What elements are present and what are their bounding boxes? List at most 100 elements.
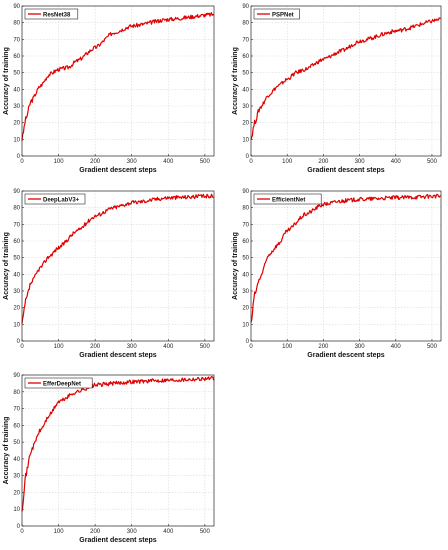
y-tick-label: 40 [13, 272, 20, 278]
chart-panel-3: 0 100 200 300 400 500 0 10 20 30 40 50 60 70 80 90 Gradi… [3, 189, 215, 359]
x-tick-label: 500 [427, 344, 438, 350]
legend-box [253, 8, 300, 20]
y-tick-label: 30 [13, 474, 20, 480]
x-tick-label: 500 [200, 344, 211, 350]
y-tick-label: 30 [13, 289, 20, 295]
x-tick-label: 200 [318, 159, 329, 165]
y-tick-label: 0 [17, 524, 21, 530]
chart-panel-4: 0 100 200 300 400 500 0 10 20 30 40 50 60 70 80 90 Gradi… [232, 189, 442, 359]
x-tick-label: 100 [54, 344, 65, 350]
x-tick-label: 100 [282, 159, 293, 165]
y-tick-label: 10 [13, 137, 20, 143]
axes-box [21, 5, 215, 157]
x-tick-label: 400 [163, 529, 174, 535]
y-tick-label: 80 [13, 206, 20, 212]
series-line [21, 12, 215, 141]
x-tick-label: 300 [127, 159, 138, 165]
y-tick-label: 10 [242, 322, 249, 328]
plot-area [22, 6, 214, 156]
x-axis-label: Gradient descent steps [307, 352, 385, 359]
y-tick-label: 60 [242, 239, 249, 245]
x-tick-label: 0 [20, 529, 24, 535]
x-axis-label: Gradient descent steps [79, 537, 157, 544]
x-tick-label: 300 [127, 344, 138, 350]
y-tick-label: 40 [13, 87, 20, 93]
x-tick-label: 0 [249, 344, 253, 350]
y-tick-label: 40 [242, 87, 249, 93]
x-tick-label: 100 [54, 529, 65, 535]
y-tick-label: 70 [242, 37, 249, 43]
y-tick-label: 20 [242, 121, 249, 127]
x-tick-label: 0 [20, 159, 24, 165]
y-tick-label: 20 [242, 306, 249, 312]
series-line [21, 193, 214, 324]
y-tick-label: 90 [242, 4, 249, 10]
y-tick-label: 0 [17, 154, 21, 160]
y-tick-label: 60 [242, 54, 249, 60]
x-tick-label: 400 [163, 159, 174, 165]
y-tick-label: 50 [13, 256, 20, 262]
x-axis-label: Gradient descent steps [307, 167, 385, 174]
y-tick-label: 50 [242, 256, 249, 262]
x-tick-label: 400 [391, 159, 402, 165]
y-tick-label: 90 [13, 189, 20, 195]
axes-box [250, 5, 442, 157]
chart-panel-1: 0 100 200 300 400 500 0 10 20 30 40 50 60 70 80 90 Gradi… [3, 4, 215, 174]
y-tick-label: 90 [242, 189, 249, 195]
x-tick-label: 100 [282, 344, 293, 350]
x-tick-label: 500 [200, 529, 211, 535]
y-tick-label: 80 [13, 390, 20, 396]
legend-box [24, 8, 79, 20]
legend-label: EfficientNet [272, 197, 305, 203]
y-tick-label: 10 [13, 507, 20, 513]
axes-box [21, 374, 215, 527]
chart-panel-2: 0 100 200 300 400 500 0 10 20 30 40 50 60 70 80 90 Gradi… [232, 4, 442, 174]
x-tick-label: 400 [163, 344, 174, 350]
x-tick-label: 500 [200, 159, 211, 165]
x-tick-label: 400 [391, 344, 402, 350]
legend-label: EfferDeepNet [43, 381, 81, 387]
y-axis-label: Accuracy of training [3, 232, 10, 300]
y-axis-label: Accuracy of training [3, 417, 10, 485]
y-tick-label: 10 [242, 137, 249, 143]
y-tick-label: 0 [17, 339, 21, 345]
x-tick-label: 0 [20, 344, 24, 350]
x-tick-label: 200 [90, 159, 101, 165]
series-line [21, 376, 215, 512]
x-tick-label: 300 [355, 344, 366, 350]
y-tick-label: 60 [13, 423, 20, 429]
x-axis-label: Gradient descent steps [79, 352, 157, 359]
y-tick-label: 90 [13, 373, 20, 379]
y-tick-label: 0 [246, 339, 250, 345]
y-tick-label: 50 [13, 71, 20, 77]
y-axis-label: Accuracy of training [232, 232, 239, 300]
x-axis-label: Gradient descent steps [79, 167, 157, 174]
x-tick-label: 200 [90, 344, 101, 350]
y-tick-label: 70 [13, 37, 20, 43]
axes-box [21, 190, 215, 342]
y-tick-label: 50 [13, 440, 20, 446]
x-tick-label: 200 [90, 529, 101, 535]
y-tick-label: 80 [242, 21, 249, 27]
y-tick-label: 70 [242, 222, 249, 228]
x-tick-label: 200 [318, 344, 329, 350]
x-tick-label: 500 [427, 159, 438, 165]
y-tick-label: 40 [13, 457, 20, 463]
y-tick-label: 30 [242, 289, 249, 295]
legend-box [24, 377, 93, 389]
y-tick-label: 80 [242, 206, 249, 212]
legend-label: ResNet38 [43, 12, 71, 18]
plot-area [251, 191, 441, 341]
y-tick-label: 70 [13, 222, 20, 228]
plot-area [22, 375, 214, 526]
y-tick-label: 30 [242, 104, 249, 110]
legend-label: PSPNet [272, 12, 294, 18]
series-line [250, 193, 441, 323]
series-line [250, 17, 441, 140]
y-tick-label: 20 [13, 306, 20, 312]
y-tick-label: 80 [13, 21, 20, 27]
legend-box [253, 193, 322, 205]
legend-label: DeepLabV3+ [43, 197, 80, 203]
y-tick-label: 30 [13, 104, 20, 110]
